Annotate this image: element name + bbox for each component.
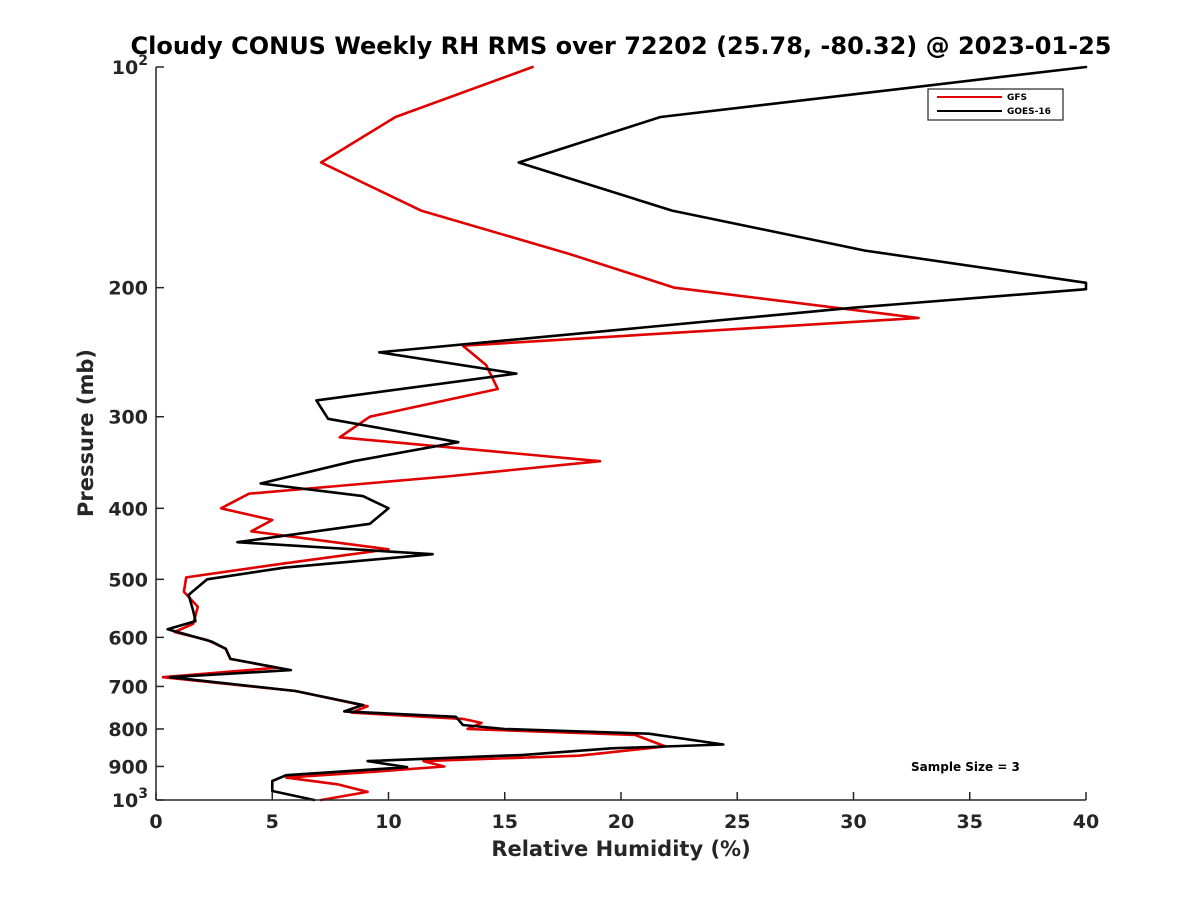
- x-tick-label: 5: [266, 811, 279, 833]
- y-tick-label: 500: [108, 569, 148, 591]
- y-tick-label: 600: [108, 627, 148, 649]
- y-tick-label: 300: [108, 407, 148, 429]
- legend: GFS GOES-16: [927, 88, 1064, 121]
- y-axis-label: Pressure (mb): [74, 349, 98, 517]
- y-tick-label: 900: [108, 756, 148, 778]
- x-tick-label: 20: [608, 811, 634, 833]
- x-tick-label: 15: [492, 811, 518, 833]
- x-ticks: 0 5 10 15 20 25 30 35 40: [149, 792, 1099, 833]
- series-layer: [161, 65, 1088, 802]
- x-tick-label: 30: [840, 811, 866, 833]
- y-tick-label: 102: [112, 53, 148, 79]
- sample-size-annotation: Sample Size = 3: [911, 760, 1020, 774]
- chart-title: Cloudy CONUS Weekly RH RMS over 72202 (2…: [131, 32, 1112, 60]
- plot-area: 0 5 10 15 20 25 30 35 40 102 200 300 400 500 600 700 80…: [108, 53, 1099, 833]
- y-tick-label: 800: [108, 719, 148, 741]
- y-tick-label: 200: [108, 278, 148, 300]
- y-tick-label: 103: [112, 786, 148, 812]
- x-tick-label: 25: [724, 811, 750, 833]
- legend-box: [927, 88, 1064, 121]
- x-tick-label: 40: [1073, 811, 1099, 833]
- series-line-goes16: [166, 65, 1088, 802]
- x-tick-label: 10: [375, 811, 401, 833]
- x-axis-label: Relative Humidity (%): [491, 837, 750, 861]
- y-tick-label: 700: [108, 676, 148, 698]
- y-tick-label: 400: [108, 498, 148, 520]
- x-tick-label: 35: [957, 811, 983, 833]
- plot-background: [156, 67, 1086, 800]
- y-ticks: 102 200 300 400 500 600 700 800 900 103: [108, 53, 164, 812]
- legend-label-gfs: GFS: [1007, 93, 1027, 103]
- x-tick-label: 0: [149, 811, 162, 833]
- legend-label-goes16: GOES-16: [1007, 107, 1051, 117]
